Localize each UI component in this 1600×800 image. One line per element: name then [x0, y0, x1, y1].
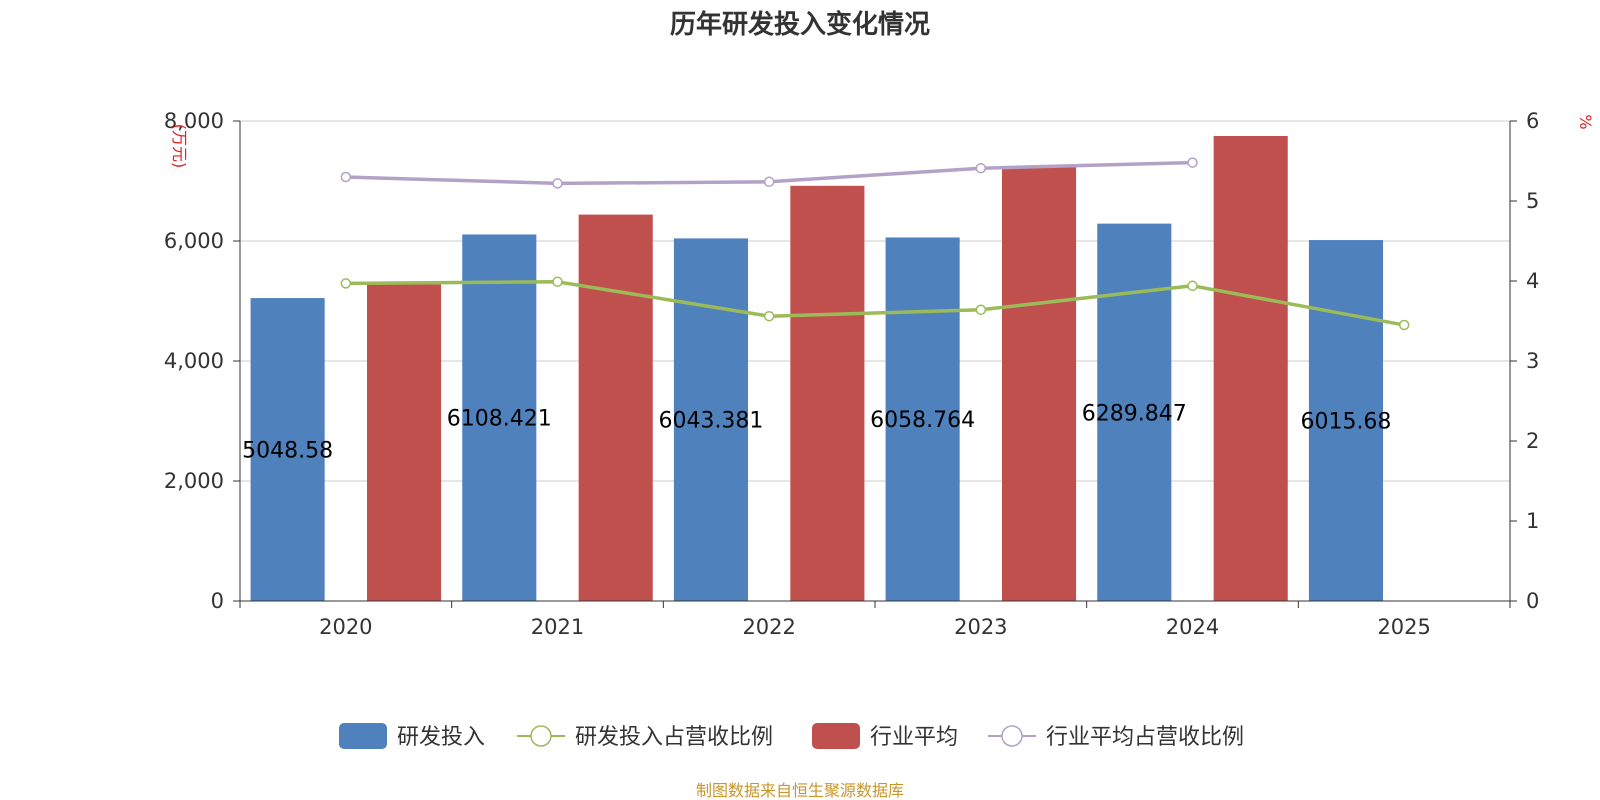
- bar: [462, 234, 537, 601]
- line-series: [340, 157, 1410, 331]
- bar: [578, 214, 653, 601]
- bar: [673, 238, 748, 601]
- legend: 研发投入 研发投入占营收比例 行业平均 行业平均占营收比例: [339, 723, 1244, 750]
- chart-title: 历年研发投入变化情况: [670, 9, 930, 40]
- right-axis-tick-label: 5: [1526, 189, 1539, 213]
- line-point: [1398, 319, 1410, 331]
- left-axis-tick-label: 2,000: [164, 469, 224, 493]
- data-label: 6289.847: [1082, 401, 1187, 426]
- left-axis-tick-label: 4,000: [164, 349, 224, 373]
- x-axis-tick-label: 2021: [531, 615, 584, 639]
- data-label: 5048.58: [242, 439, 333, 464]
- data-label: 6043.381: [658, 409, 763, 434]
- bar: [1213, 136, 1288, 601]
- x-axis-tick-label: 2024: [1166, 615, 1219, 639]
- bar: [250, 298, 325, 601]
- series-line: [345, 280, 1405, 327]
- bar: [885, 237, 960, 601]
- line-point: [763, 310, 775, 322]
- line-point: [975, 304, 987, 316]
- legend-marker: [530, 725, 552, 747]
- right-axis-tick-label: 1: [1526, 509, 1539, 533]
- legend-label: 行业平均占营收比例: [1046, 725, 1244, 750]
- right-axis-unit: %: [1576, 114, 1595, 129]
- left-axis-unit: (万元): [170, 124, 189, 169]
- right-axis-tick-label: 3: [1526, 349, 1539, 373]
- right-axis-tick-label: 0: [1526, 589, 1539, 613]
- right-axis-tick-label: 4: [1526, 269, 1539, 293]
- bar: [1308, 240, 1383, 601]
- legend-swatch: [339, 723, 387, 749]
- x-axis-tick-label: 2023: [954, 615, 1007, 639]
- bar: [790, 185, 865, 602]
- data-label: 6108.421: [447, 407, 552, 432]
- bar: [1097, 223, 1172, 601]
- right-axis-tick-label: 2: [1526, 429, 1539, 453]
- left-axis-tick-label: 0: [211, 589, 224, 613]
- x-axis-tick-label: 2025: [1377, 615, 1430, 639]
- source-note: 制图数据来自恒生聚源数据库: [696, 781, 904, 800]
- line-point: [340, 278, 352, 289]
- x-axis-tick-label: 2020: [319, 615, 372, 639]
- x-axis-tick-label: 2022: [742, 615, 795, 639]
- legend-label: 研发投入占营收比例: [575, 725, 773, 750]
- line-point: [975, 162, 987, 174]
- left-axis-tick-label: 6,000: [164, 229, 224, 253]
- bar: [367, 284, 442, 601]
- line-point: [552, 276, 563, 288]
- legend-label: 研发投入: [397, 725, 485, 750]
- axes: 0 2,000 4,000 6,000 8,000 0 1 2 3 4 5 6 2020 2021 2022…: [164, 109, 1540, 639]
- line-point: [340, 171, 352, 183]
- data-label: 6015.68: [1300, 410, 1391, 435]
- line-point: [1187, 280, 1198, 292]
- bar: [1002, 167, 1077, 601]
- data-label: 6058.764: [870, 408, 975, 433]
- legend-swatch: [812, 723, 860, 749]
- data-labels: 5048.58 6108.421 6043.381 6058.764 6289.847 6…: [242, 401, 1391, 463]
- left-axis-tick-label: 8,000: [164, 109, 224, 133]
- line-point: [763, 176, 775, 188]
- bar-series: [250, 136, 1383, 602]
- grid-lines: [240, 120, 1510, 482]
- right-axis-tick-label: 6: [1526, 109, 1539, 133]
- line-point: [1187, 157, 1198, 168]
- legend-label: 行业平均: [870, 725, 958, 750]
- line-point: [552, 178, 563, 189]
- legend-marker: [1001, 725, 1023, 747]
